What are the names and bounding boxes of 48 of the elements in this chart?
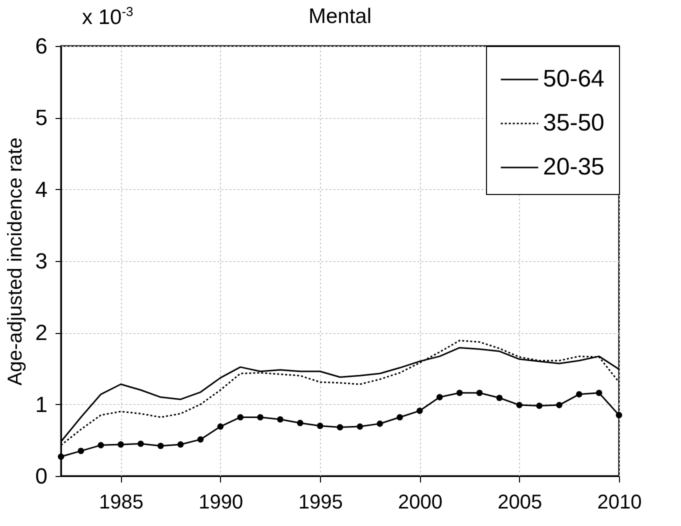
point	[98, 442, 104, 448]
point	[58, 453, 64, 460]
point	[616, 412, 622, 418]
y-tick-label: 4	[35, 176, 48, 202]
point	[277, 416, 284, 423]
point	[416, 408, 423, 414]
point	[197, 436, 204, 443]
point	[456, 390, 463, 396]
x-tick-label: 1985	[99, 492, 144, 514]
y-tick-label: 2	[35, 320, 48, 346]
legend-label: 50-64	[543, 66, 604, 92]
y-tick-label: 0	[35, 464, 48, 488]
point	[376, 420, 384, 427]
x-tick-label: 1990	[198, 492, 244, 514]
text: x 10$^{-3}$	[82, 4, 134, 30]
legend-label: 35-50	[543, 110, 604, 136]
point	[257, 414, 264, 420]
point	[217, 423, 224, 430]
point	[118, 441, 124, 448]
chart-title: Mental	[308, 5, 372, 28]
point	[536, 402, 542, 409]
y-tick-label: 1	[35, 392, 48, 417]
point	[336, 424, 344, 430]
point	[356, 423, 364, 430]
y-axis-title: Age-adjusted incidence rate	[4, 138, 26, 386]
point	[516, 402, 523, 408]
point	[237, 414, 244, 420]
point	[436, 394, 443, 400]
y-tick-label: 5	[35, 105, 48, 130]
legend-label: 20-35	[543, 154, 604, 180]
x-tick-label: 2010	[597, 492, 642, 514]
point	[316, 422, 324, 429]
y-tick-label: 6	[35, 34, 48, 58]
point	[576, 391, 582, 398]
point	[157, 442, 164, 450]
y-tick-label: 3	[35, 248, 48, 274]
point	[396, 414, 403, 420]
x-tick-label: 1995	[298, 492, 343, 514]
point	[177, 441, 184, 448]
point	[556, 402, 562, 408]
point	[496, 394, 503, 402]
point	[596, 390, 602, 396]
x-tick-label: 2000	[398, 492, 442, 514]
x-tick-label: 2005	[498, 492, 542, 514]
point	[296, 420, 304, 426]
point	[476, 390, 483, 396]
point	[138, 440, 144, 447]
point	[78, 448, 84, 454]
